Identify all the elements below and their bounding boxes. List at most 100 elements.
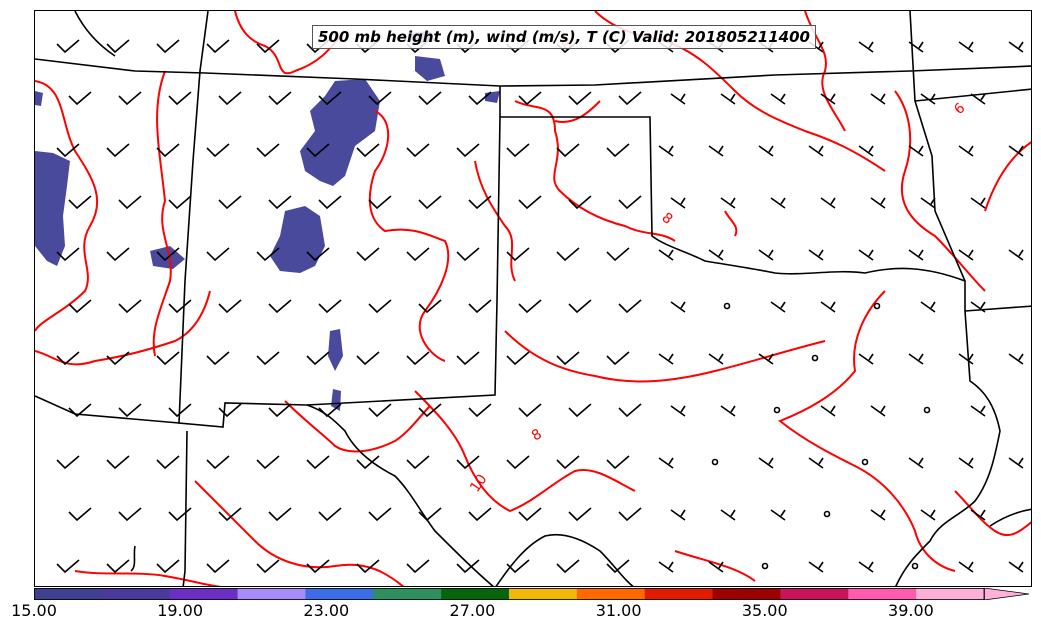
wind-barb — [606, 559, 630, 574]
wind-barb — [156, 39, 180, 54]
wind-barb — [606, 351, 630, 366]
wind-barb — [820, 93, 836, 105]
wind-barb — [568, 91, 592, 106]
wind-barb — [770, 509, 786, 521]
wind-barb — [758, 249, 774, 261]
wind-barb — [1008, 353, 1024, 365]
wind-barb — [356, 351, 380, 366]
wind-barb — [418, 403, 442, 418]
wind-barb — [970, 197, 986, 209]
wind-barb — [708, 249, 724, 261]
calm-wind-circle — [711, 458, 719, 466]
wind-barb — [658, 145, 674, 157]
wind-barb — [658, 457, 674, 469]
wind-barb — [306, 247, 330, 262]
wind-barb — [518, 299, 542, 314]
calm-wind-circle — [873, 302, 881, 310]
wind-barb — [1008, 145, 1024, 157]
wind-barb — [118, 403, 142, 418]
wind-barb — [118, 507, 142, 522]
wind-barb — [468, 507, 492, 522]
wind-barb — [658, 353, 674, 365]
colorbar-segment — [169, 588, 239, 600]
wind-barb — [418, 195, 442, 210]
wind-barb — [318, 91, 342, 106]
shade-region — [485, 91, 500, 103]
calm-wind-circle — [861, 458, 869, 466]
wind-barb — [456, 455, 480, 470]
wind-barb — [106, 455, 130, 470]
wind-barb — [218, 195, 242, 210]
wind-barb — [156, 143, 180, 158]
wind-barb — [556, 351, 580, 366]
calm-wind-circle — [911, 562, 919, 570]
wind-barb — [56, 247, 80, 262]
temp-contour — [234, 11, 346, 75]
wind-barb — [820, 405, 836, 417]
wind-barb — [318, 403, 342, 418]
contour-label: 8 — [529, 426, 545, 444]
wind-barb — [958, 41, 974, 53]
wind-barb — [770, 301, 786, 313]
wind-barb — [468, 195, 492, 210]
temp-contour — [474, 160, 516, 282]
wind-barb — [106, 559, 130, 574]
wind-barb — [168, 91, 192, 106]
wind-barb — [456, 351, 480, 366]
temp-contour — [778, 290, 956, 572]
wind-barb — [456, 247, 480, 262]
contour-label: 8 — [658, 210, 675, 228]
wind-barb — [808, 457, 824, 469]
wind-barb — [758, 353, 774, 365]
wind-barb — [306, 351, 330, 366]
wind-barb — [670, 509, 686, 521]
wind-barb — [618, 91, 642, 106]
wind-barb — [556, 247, 580, 262]
colorbar-extend-arrow — [983, 588, 1030, 600]
wind-barb — [1008, 561, 1024, 573]
wind-barb — [368, 403, 392, 418]
shade-region — [270, 206, 325, 273]
wind-barb — [56, 559, 80, 574]
boundary-line — [914, 88, 1031, 102]
wind-barb — [68, 299, 92, 314]
wind-barb — [920, 93, 936, 105]
wind-barb — [156, 351, 180, 366]
wind-barb — [356, 455, 380, 470]
wind-barb — [418, 91, 442, 106]
boundary-line — [895, 310, 1001, 586]
wind-barb — [858, 249, 874, 261]
wind-barb — [268, 195, 292, 210]
colorbar-outline — [34, 588, 985, 600]
wind-barb — [206, 247, 230, 262]
wind-barb — [368, 299, 392, 314]
wind-barb — [506, 351, 530, 366]
wind-barb — [118, 299, 142, 314]
shade-region — [300, 79, 380, 186]
wind-barb — [156, 559, 180, 574]
wind-barb — [268, 91, 292, 106]
wind-barb — [670, 405, 686, 417]
wind-barb — [206, 143, 230, 158]
wind-barb — [206, 559, 230, 574]
wind-barb — [68, 195, 92, 210]
wind-barb — [518, 91, 542, 106]
wind-barb — [506, 247, 530, 262]
wind-barb — [256, 143, 280, 158]
temp-contour — [674, 550, 756, 582]
wind-barb — [708, 353, 724, 365]
wind-barb — [970, 509, 986, 521]
map-panel: 6 8 8 8 10 500 mb height (m), wind (m/s) — [34, 10, 1032, 587]
temp-contour — [284, 400, 431, 453]
wind-barb — [808, 145, 824, 157]
wind-barb — [568, 507, 592, 522]
wind-barb — [970, 405, 986, 417]
wind-barb — [406, 455, 430, 470]
wind-barb — [958, 561, 974, 573]
plot-title: 500 mb height (m), wind (m/s), T (C) Val… — [312, 25, 816, 49]
calm-wind-circle — [923, 406, 931, 414]
colorbar-tick-label: 39.00 — [888, 601, 934, 620]
boundary-line — [306, 404, 494, 586]
wind-barb — [670, 93, 686, 105]
wind-barb — [908, 353, 924, 365]
